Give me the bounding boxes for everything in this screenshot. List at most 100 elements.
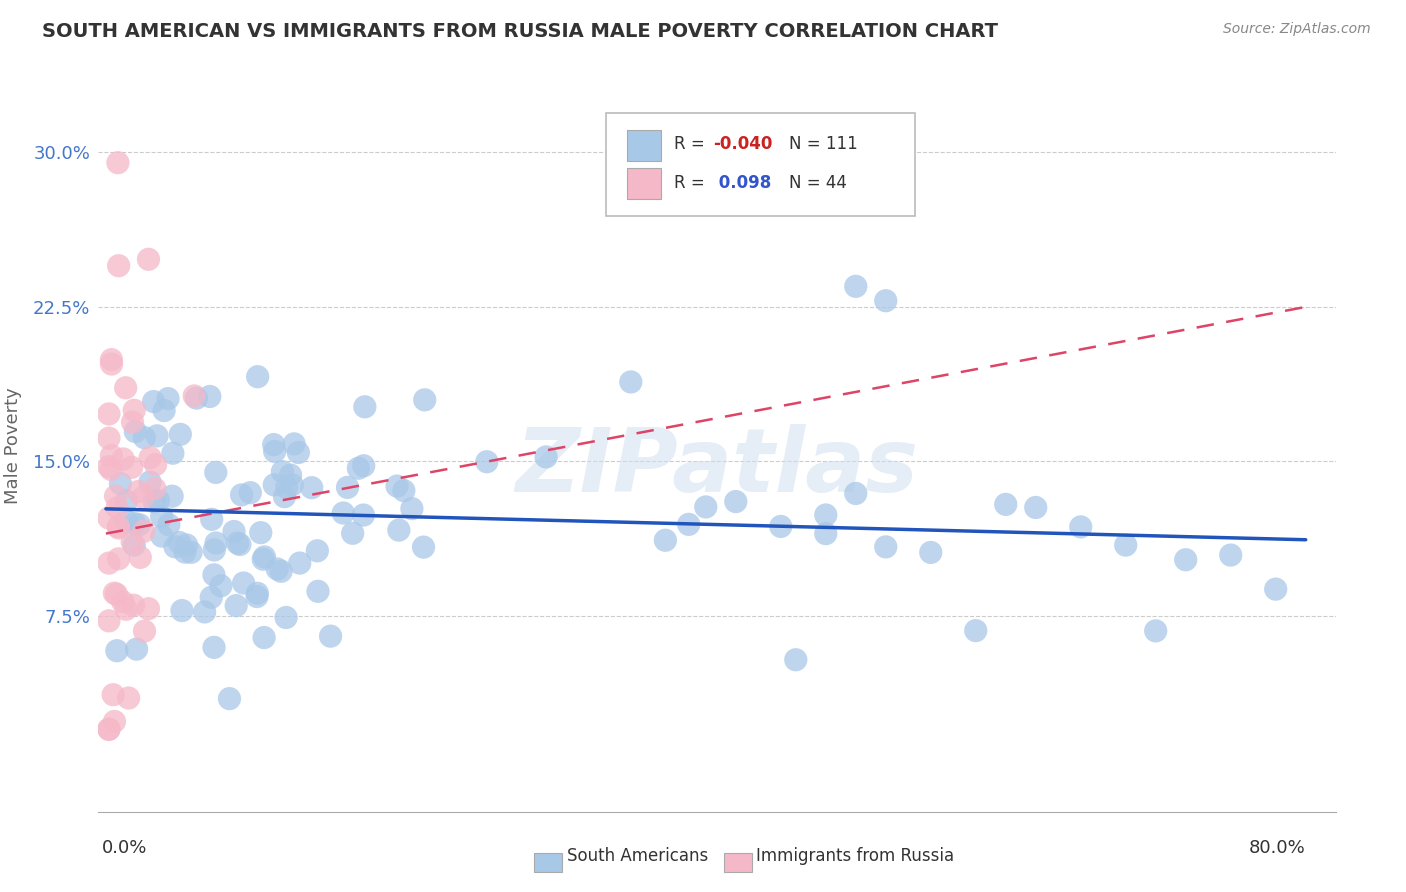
Point xyxy=(143,482,166,496)
Point xyxy=(100,357,122,371)
Point xyxy=(225,599,247,613)
Point xyxy=(342,526,364,541)
Point xyxy=(263,478,285,492)
Point xyxy=(165,540,187,554)
Point xyxy=(186,391,208,405)
Point xyxy=(101,688,124,702)
Point xyxy=(654,533,676,548)
Point xyxy=(231,488,253,502)
Point xyxy=(253,631,276,645)
Point xyxy=(307,584,329,599)
Point xyxy=(347,461,370,475)
Point xyxy=(97,556,120,570)
Point xyxy=(139,450,162,465)
Point xyxy=(169,535,191,549)
Point xyxy=(132,524,155,539)
Y-axis label: Male Poverty: Male Poverty xyxy=(4,388,21,504)
Point xyxy=(115,514,138,528)
Point xyxy=(148,493,170,508)
Point xyxy=(388,523,411,537)
Point xyxy=(1144,624,1167,638)
Point xyxy=(385,479,408,493)
Text: 0.098: 0.098 xyxy=(713,175,772,193)
Point xyxy=(105,644,128,658)
Point xyxy=(125,642,148,657)
Point xyxy=(122,538,145,552)
Point xyxy=(678,517,700,532)
Point xyxy=(194,605,217,619)
Point xyxy=(301,481,323,495)
Point xyxy=(724,494,747,508)
Point xyxy=(266,562,288,576)
Point xyxy=(288,556,311,570)
Text: R =: R = xyxy=(673,135,710,153)
Point xyxy=(145,458,167,472)
Point xyxy=(107,155,129,169)
Point xyxy=(875,293,897,308)
Point xyxy=(412,540,434,554)
Point xyxy=(169,427,191,442)
Point xyxy=(814,526,837,541)
Point xyxy=(104,489,127,503)
Point xyxy=(170,604,193,618)
Point xyxy=(253,549,276,564)
Point xyxy=(263,444,285,458)
Point xyxy=(229,537,252,551)
Text: ZIPatlas: ZIPatlas xyxy=(516,425,918,511)
Point xyxy=(353,458,375,473)
Point xyxy=(271,465,294,479)
Point xyxy=(180,545,202,559)
Point xyxy=(1025,500,1047,515)
Point xyxy=(769,519,792,533)
Point xyxy=(202,640,225,655)
Point xyxy=(150,529,173,543)
Point xyxy=(1264,582,1286,596)
Point xyxy=(156,392,179,406)
Point xyxy=(107,259,129,273)
Point xyxy=(121,534,143,549)
Point xyxy=(354,400,377,414)
Point xyxy=(114,381,136,395)
Point xyxy=(246,586,269,600)
Point xyxy=(121,460,143,475)
Point xyxy=(97,614,120,628)
Point xyxy=(97,431,120,445)
Point xyxy=(127,484,149,499)
Text: N = 44: N = 44 xyxy=(789,175,846,193)
Text: 0.0%: 0.0% xyxy=(101,838,146,856)
Point xyxy=(226,536,249,550)
Point xyxy=(352,508,374,522)
Point xyxy=(252,552,274,566)
Point xyxy=(107,521,129,535)
Point xyxy=(138,252,160,267)
Point xyxy=(814,508,837,522)
Point xyxy=(132,490,155,504)
Point xyxy=(218,691,240,706)
Point xyxy=(1174,553,1197,567)
Point xyxy=(276,481,298,495)
Point xyxy=(100,449,122,463)
Point xyxy=(122,403,145,417)
Point xyxy=(281,478,304,492)
Point xyxy=(111,595,134,609)
Point xyxy=(534,450,557,464)
Point xyxy=(920,545,942,559)
Point xyxy=(270,564,292,578)
Point xyxy=(202,543,225,558)
Point xyxy=(875,540,897,554)
Point xyxy=(162,446,184,460)
Point xyxy=(124,516,146,531)
Point xyxy=(176,538,198,552)
Point xyxy=(100,462,122,476)
Text: N = 111: N = 111 xyxy=(789,135,858,153)
Point xyxy=(965,624,987,638)
Point xyxy=(222,524,245,539)
FancyBboxPatch shape xyxy=(627,130,661,161)
Text: -0.040: -0.040 xyxy=(713,135,773,153)
Point xyxy=(198,389,221,403)
Point xyxy=(115,602,138,616)
Point xyxy=(110,476,132,491)
Point xyxy=(307,543,329,558)
Point xyxy=(204,466,226,480)
Point xyxy=(246,590,269,604)
